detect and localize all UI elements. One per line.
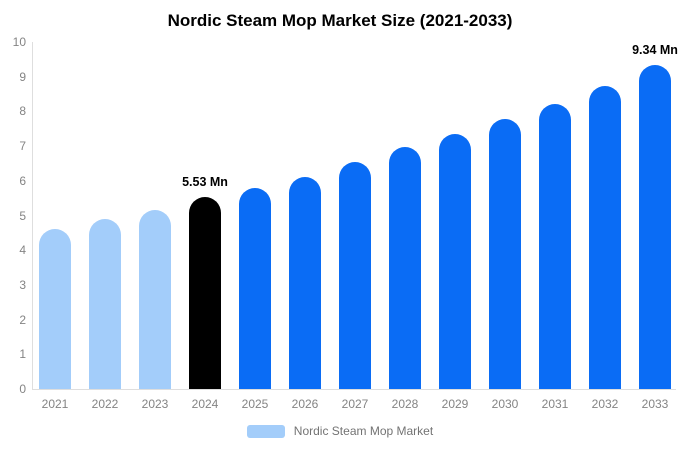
y-tick-label: 5 [19, 208, 26, 223]
bar-2028 [389, 147, 421, 389]
bar-2032 [589, 86, 621, 389]
bar-2030 [489, 119, 521, 389]
y-tick-label: 10 [12, 35, 26, 49]
y-axis-line [32, 42, 33, 389]
y-tick-label: 7 [19, 139, 26, 154]
bar-2029 [439, 134, 471, 389]
x-tick-label: 2022 [91, 397, 119, 411]
legend-swatch [246, 424, 285, 438]
x-tick-label: 2024 [191, 397, 219, 411]
bar-2033 [639, 64, 671, 389]
y-tick-label: 0 [19, 382, 26, 396]
y-tick-label: 8 [19, 104, 26, 119]
bar-2031 [539, 104, 571, 389]
bar-2023 [139, 209, 171, 389]
bar-2026 [289, 176, 321, 389]
value-label: 9.34 Mn [632, 42, 678, 57]
bar-2022 [89, 218, 121, 389]
x-tick-label: 2028 [391, 397, 419, 411]
bar-2027 [339, 161, 371, 389]
x-tick-label: 2032 [591, 397, 619, 411]
x-tick-label: 2029 [441, 397, 469, 411]
y-tick-label: 3 [19, 277, 26, 292]
x-tick-label: 2025 [241, 397, 269, 411]
bar-2024 [189, 197, 221, 389]
y-tick-label: 9 [19, 69, 26, 84]
bar-2025 [239, 187, 271, 389]
y-tick-label: 2 [19, 312, 26, 327]
legend-label: Nordic Steam Mop Market [293, 424, 434, 438]
y-tick-label: 6 [19, 173, 26, 188]
x-tick-label: 2027 [341, 397, 369, 411]
y-tick-label: 1 [19, 347, 26, 362]
x-tick-label: 2023 [141, 397, 169, 411]
x-axis-line [32, 389, 676, 390]
x-tick-label: 2031 [541, 397, 569, 411]
x-tick-label: 2033 [641, 397, 669, 411]
legend: Nordic Steam Mop Market [0, 424, 680, 438]
x-tick-label: 2026 [291, 397, 319, 411]
chart-title: Nordic Steam Mop Market Size (2021-2033) [167, 11, 513, 30]
value-label: 5.53 Mn [182, 175, 228, 190]
x-tick-label: 2021 [41, 397, 69, 411]
x-tick-label: 2030 [491, 397, 519, 411]
bar-2021 [39, 229, 71, 389]
y-tick-label: 4 [19, 243, 26, 258]
